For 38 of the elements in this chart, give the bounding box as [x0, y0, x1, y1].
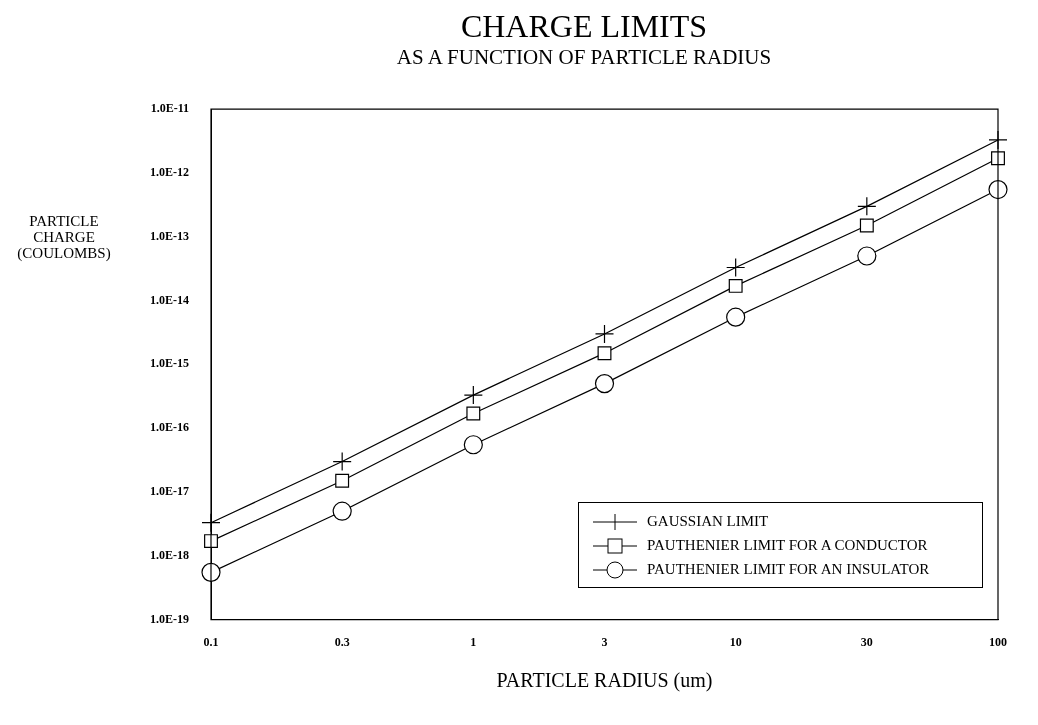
y-axis-title: PARTICLE CHARGE (COULOMBS): [16, 213, 112, 261]
point: [597, 346, 612, 361]
legend-label: PAUTHENIER LIMIT FOR AN INSULATOR: [647, 560, 930, 577]
chart-subtitle: AS A FUNCTION OF PARTICLE RADIUS: [395, 44, 773, 70]
x-tick-label: 0.1: [203, 634, 219, 649]
legend-label: PAUTHENIER LIMIT FOR A CONDUCTOR: [647, 536, 928, 553]
y-tick-label: 1.0E-17: [150, 484, 189, 499]
point: [859, 218, 874, 233]
x-tick-label: 1: [470, 634, 477, 649]
point: [332, 451, 352, 472]
chart-title: CHARGE LIMITS: [459, 8, 709, 44]
y-tick-label: 1.0E-18: [150, 547, 189, 562]
x-axis-title: PARTICLE RADIUS (um): [496, 669, 713, 693]
point: [857, 196, 877, 216]
point: [594, 324, 615, 344]
y-tick-label: 1.0E-13: [150, 228, 189, 243]
y-tick-label: 1.0E-11: [150, 101, 189, 116]
x-tick-label: 3: [601, 634, 608, 649]
y-tick-label: 1.0E-15: [150, 356, 189, 371]
x-tick-label: 10: [729, 634, 742, 649]
point: [726, 307, 746, 327]
x-tick-label: 0.3: [334, 634, 350, 649]
x-tick-label: 100: [989, 634, 1007, 649]
x-tick-label: 30: [860, 634, 873, 649]
point: [728, 278, 743, 293]
point: [726, 257, 746, 278]
y-tick-label: 1.0E-16: [150, 420, 189, 435]
point: [335, 473, 350, 488]
point: [466, 406, 481, 421]
legend-label: GAUSSIAN LIMIT: [647, 512, 769, 529]
point: [463, 385, 483, 405]
point: [332, 501, 352, 521]
y-tick-label: 1.0E-19: [150, 611, 189, 626]
point: [857, 246, 877, 266]
y-tick-label: 1.0E-14: [150, 292, 189, 307]
point: [463, 435, 483, 455]
y-tick-label: 1.0E-12: [150, 165, 189, 180]
point: [594, 374, 615, 394]
